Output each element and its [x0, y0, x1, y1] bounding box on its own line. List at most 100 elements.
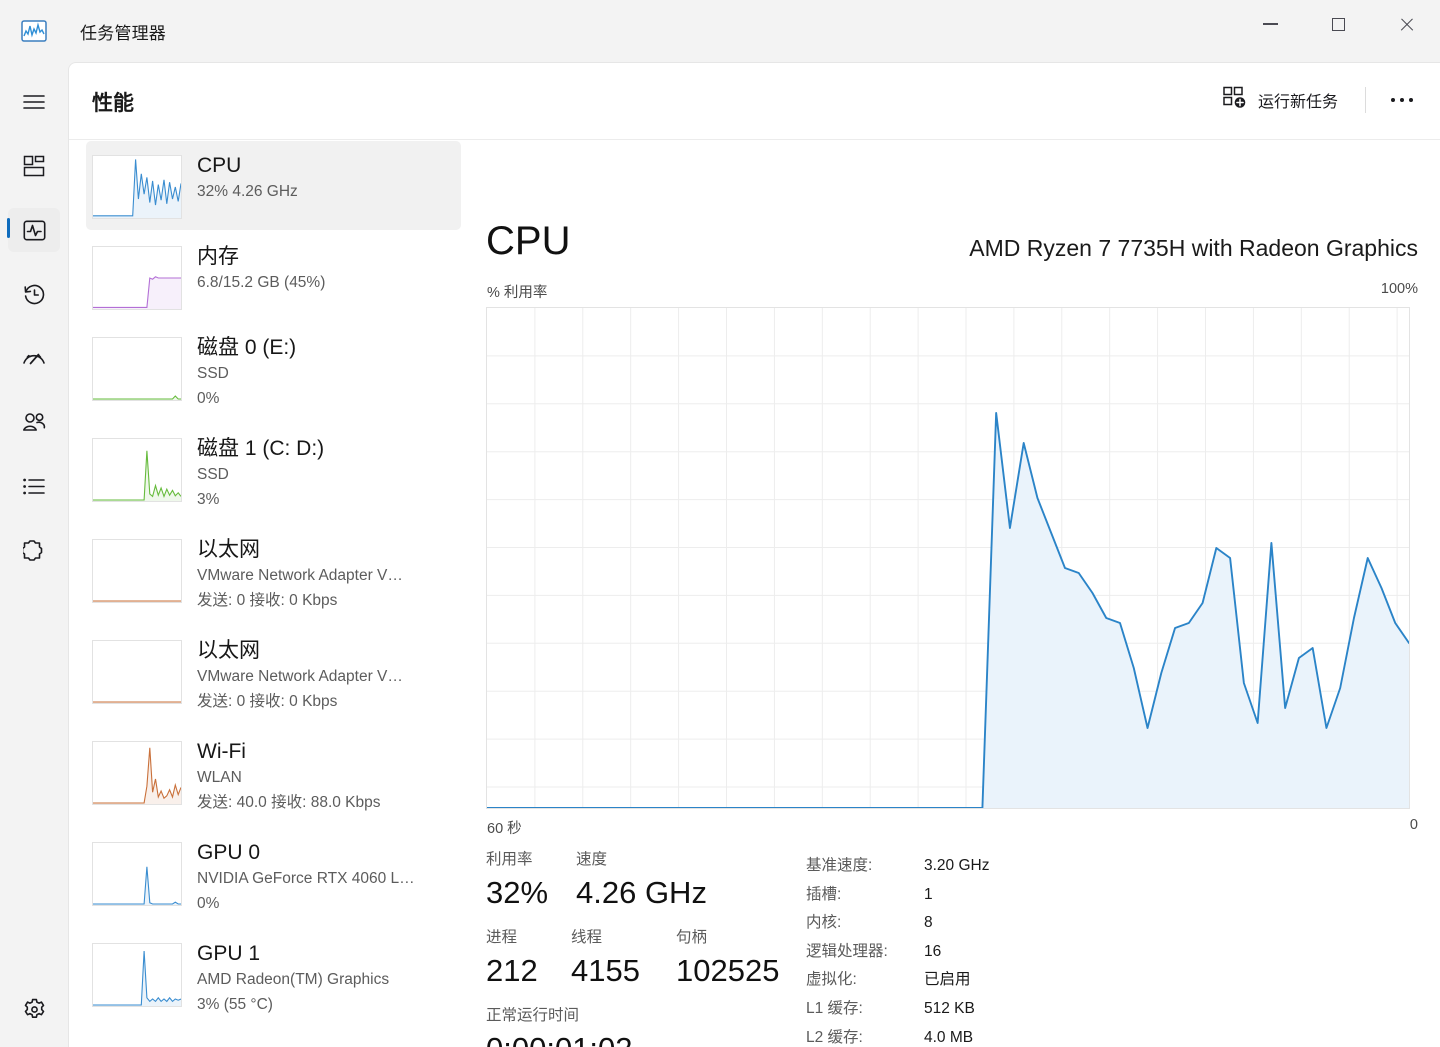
more-options-button[interactable] — [1378, 77, 1426, 123]
perf-list-item-gpu0[interactable]: GPU 0 NVIDIA GeForce RTX 4060 L… 0% — [86, 828, 461, 927]
new-task-icon — [1223, 86, 1247, 114]
hamburger-icon — [8, 80, 60, 124]
perf-meta-gpu0: GPU 0 NVIDIA GeForce RTX 4060 L… 0% — [197, 839, 415, 916]
spec-row-5: L1 缓存: 512 KB — [806, 996, 989, 1025]
perf-sub-gpu1-1: 3% (55 °C) — [197, 996, 273, 1013]
spec-row-2: 内核: 8 — [806, 910, 989, 939]
perf-thumbnail-disk1 — [92, 438, 182, 502]
stats-right-column: 基准速度: 3.20 GHz 插槽: 1 内核: 8 逻辑处理器: 16 虚拟化: 已启用 L1 缓… — [806, 853, 989, 1047]
run-new-task-label: 运行新任务 — [1257, 94, 1338, 111]
spec-row-1: 插槽: 1 — [806, 882, 989, 911]
header-actions: 运行新任务 — [1208, 77, 1426, 123]
close-button[interactable] — [1372, 0, 1440, 48]
header-divider — [1365, 87, 1366, 113]
detail-title: CPU — [486, 219, 571, 263]
stat-group-uptime: 正常运行时间 0:00:01:02 — [486, 1005, 806, 1047]
stat-label-speed: 速度 — [576, 851, 608, 868]
spec-key-0: 基准速度: — [806, 857, 873, 874]
perf-thumbnail-disk0 — [92, 337, 182, 401]
ellipsis-icon — [1390, 97, 1414, 103]
stat-values-row-1: 32% 4.26 GHz — [486, 871, 806, 915]
detail-pane: CPU AMD Ryzen 7 7735H with Radeon Graphi… — [481, 141, 1426, 1047]
perf-sub-memory-0: 6.8/15.2 GB (45%) — [197, 274, 326, 291]
perf-list-item-eth1[interactable]: 以太网 VMware Network Adapter V… 发送: 0 接收: 0 … — [86, 626, 461, 725]
content-card: 性能 — [68, 62, 1440, 1047]
spec-key-4: 虚拟化: — [806, 971, 857, 989]
perf-sub-wifi-0: WLAN — [197, 769, 242, 786]
sidebar-item-app-history[interactable] — [0, 270, 68, 318]
perf-sub-cpu-0: 32% 4.26 GHz — [197, 183, 298, 200]
run-new-task-button[interactable]: 运行新任务 — [1208, 77, 1353, 123]
spec-key-3: 逻辑处理器: — [806, 942, 888, 960]
sidebar-item-services[interactable] — [0, 526, 68, 574]
perf-name-eth0: 以太网 — [197, 538, 260, 561]
perf-sub-disk0-1: 0% — [197, 390, 220, 407]
perf-thumbnail-wifi — [92, 741, 182, 805]
stat-label-processes: 进程 — [486, 929, 518, 946]
perf-meta-memory: 内存 6.8/15.2 GB (45%) — [197, 243, 325, 295]
perf-meta-gpu1: GPU 1 AMD Radeon(TM) Graphics 3% (55 °C) — [197, 940, 389, 1017]
stat-value-threads: 4155 — [571, 953, 640, 988]
stat-label-handles: 句柄 — [676, 929, 708, 946]
spec-row-0: 基准速度: 3.20 GHz — [806, 853, 989, 882]
perf-name-eth1: 以太网 — [197, 639, 260, 662]
perf-sub-disk1-1: 3% — [197, 491, 220, 508]
spec-key-5: L1 缓存: — [806, 999, 863, 1017]
perf-sub-gpu0-1: 0% — [197, 895, 220, 912]
perf-sub-gpu0-0: NVIDIA GeForce RTX 4060 L… — [197, 870, 415, 887]
spec-value-2: 8 — [924, 914, 933, 932]
gauge-icon — [8, 336, 60, 380]
sidebar-item-details[interactable] — [0, 462, 68, 510]
stat-values-row-2: 212 4155 102525 — [486, 949, 806, 993]
perf-meta-eth0: 以太网 VMware Network Adapter V… 发送: 0 接收: 0 … — [197, 536, 403, 613]
performance-list[interactable]: CPU 32% 4.26 GHz 内存 6.8/15.2 GB (45%) 磁盘 0 (… — [86, 141, 461, 1047]
perf-list-item-cpu[interactable]: CPU 32% 4.26 GHz — [86, 141, 461, 230]
stat-group-utilization-speed: 利用率 速度 32% 4.26 GHz — [486, 849, 806, 915]
minimize-button[interactable] — [1236, 0, 1304, 48]
perf-name-cpu: CPU — [197, 154, 242, 177]
window-controls — [1236, 0, 1440, 48]
stat-labels-row-2: 进程 线程 句柄 — [486, 927, 806, 949]
perf-name-disk1: 磁盘 1 (C: D:) — [197, 437, 325, 460]
people-icon — [8, 400, 60, 444]
sidebar-item-processes[interactable] — [0, 142, 68, 190]
sidebar-item-settings[interactable] — [0, 985, 68, 1033]
stat-label-threads: 线程 — [571, 929, 603, 946]
perf-list-item-wifi[interactable]: Wi-Fi WLAN 发送: 40.0 接收: 88.0 Kbps — [86, 727, 461, 826]
gear-icon — [8, 987, 60, 1031]
spec-value-3: 16 — [924, 942, 942, 960]
header-rule — [69, 139, 1440, 140]
spec-row-6: L2 缓存: 4.0 MB — [806, 1025, 989, 1047]
perf-list-item-memory[interactable]: 内存 6.8/15.2 GB (45%) — [86, 232, 461, 321]
perf-list-item-disk1[interactable]: 磁盘 1 (C: D:) SSD 3% — [86, 424, 461, 523]
page-header: 性能 — [69, 63, 1440, 139]
perf-sub-eth0-0: VMware Network Adapter V… — [197, 567, 403, 584]
axis-label-zero: 0 — [1409, 817, 1418, 833]
page-title: 性能 — [92, 92, 134, 115]
activity-icon — [8, 208, 60, 252]
perf-meta-cpu: CPU 32% 4.26 GHz — [197, 152, 298, 204]
list-icon — [8, 464, 60, 508]
perf-list-item-eth0[interactable]: 以太网 VMware Network Adapter V… 发送: 0 接收: 0 … — [86, 525, 461, 624]
perf-list-item-gpu1[interactable]: GPU 1 AMD Radeon(TM) Graphics 3% (55 °C) — [86, 929, 461, 1028]
grid-icon — [8, 144, 60, 188]
perf-sub-gpu1-0: AMD Radeon(TM) Graphics — [197, 971, 390, 988]
stat-labels-row-1: 利用率 速度 — [486, 849, 806, 871]
puzzle-icon — [8, 528, 60, 572]
perf-list-item-disk0[interactable]: 磁盘 0 (E:) SSD 0% — [86, 323, 461, 422]
perf-thumbnail-cpu — [92, 155, 182, 219]
spec-value-0: 3.20 GHz — [924, 857, 990, 874]
axis-label-max: 100% — [1380, 281, 1418, 297]
window-title: 任务管理器 — [80, 24, 166, 43]
perf-thumbnail-gpu1 — [92, 943, 182, 1007]
stat-label-uptime: 正常运行时间 — [486, 1007, 580, 1024]
maximize-button[interactable] — [1304, 0, 1372, 48]
perf-meta-eth1: 以太网 VMware Network Adapter V… 发送: 0 接收: 0 … — [197, 637, 403, 714]
sidebar-item-startup-apps[interactable] — [0, 334, 68, 382]
perf-thumbnail-eth1 — [92, 640, 182, 704]
sidebar-item-performance[interactable] — [0, 206, 68, 254]
sidebar-item-users[interactable] — [0, 398, 68, 446]
rail-bottom-section — [0, 969, 68, 1033]
sidebar-item-hamburger[interactable] — [0, 78, 68, 126]
